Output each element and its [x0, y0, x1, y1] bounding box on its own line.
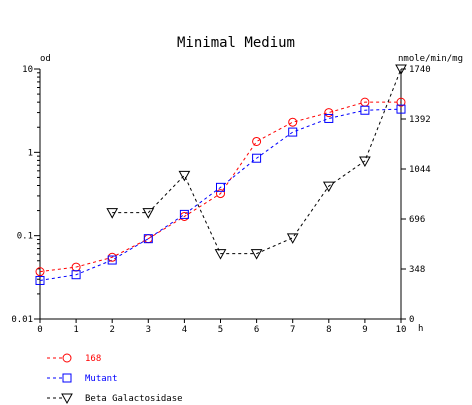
x-tick-label: 7	[290, 325, 295, 335]
y-left-tick-label: 10	[22, 65, 33, 75]
data-point-series-1	[324, 108, 334, 118]
data-point-series-2	[252, 153, 262, 163]
data-point-series-2	[324, 113, 334, 123]
data-point-series-2	[288, 127, 298, 137]
y-right-tick-label: 696	[409, 215, 425, 225]
data-point-series-3	[178, 170, 191, 182]
data-point-series-2	[179, 209, 189, 219]
series-line-2	[39, 108, 402, 281]
y-right-tick-label: 0	[409, 315, 414, 325]
x-tick-label: 5	[218, 325, 223, 335]
y-right-tick-label: 1044	[409, 165, 431, 175]
y-left-axis-label: od	[40, 54, 51, 64]
y-left-tick-label: 0.01	[11, 315, 33, 325]
x-tick-label: 10	[396, 325, 407, 335]
series-line-1	[39, 101, 401, 273]
x-tick-label: 8	[326, 325, 331, 335]
x-tick-label: 4	[182, 325, 187, 335]
y-left-tick-label: 0.1	[17, 232, 33, 242]
x-tick-label: 6	[254, 325, 259, 335]
x-tick-label: 2	[109, 325, 114, 335]
data-point-series-3	[286, 233, 299, 244]
data-point-series-3	[142, 208, 155, 219]
data-point-series-2	[107, 255, 117, 265]
y-left-tick-label: 1	[28, 148, 33, 158]
data-point-series-1	[35, 267, 45, 277]
legend-label: Beta Galactosidase	[85, 394, 183, 404]
legend: 168 Mutant Beta Galactosidase	[47, 353, 183, 405]
x-tick-label: 0	[37, 325, 42, 335]
chart-title: Minimal Medium	[177, 35, 295, 51]
x-axis-label: h	[418, 324, 423, 334]
legend-marker	[62, 373, 72, 383]
x-tick-label: 9	[362, 325, 367, 335]
data-point-series-1	[216, 189, 225, 199]
data-point-series-1	[396, 97, 406, 107]
data-point-series-3	[359, 156, 371, 167]
x-tick-label: 1	[73, 325, 78, 335]
axis-ticks: 0 1 2 3 4 5 6 7 8 9 10 10 1 0.1 0.01 1740 1392 1044 696 348…	[11, 65, 430, 335]
data-point-series-3	[395, 64, 407, 76]
data-point-series-3	[106, 208, 119, 219]
data-point-series-2	[216, 182, 225, 192]
data-point-series-3	[214, 249, 227, 260]
data-point-series-2	[143, 234, 153, 244]
y-right-tick-label: 348	[409, 265, 425, 275]
data-point-series-2	[396, 104, 406, 114]
data-point-series-3	[322, 181, 335, 193]
data-point-series-1	[252, 136, 262, 146]
legend-marker	[61, 393, 73, 405]
series-lines	[39, 68, 402, 281]
data-point-series-3	[250, 249, 263, 260]
x-tick-label: 3	[146, 325, 151, 335]
y-right-axis-label: nmole/min/mg	[398, 54, 463, 64]
series-line-3	[112, 68, 402, 255]
data-point-series-2	[360, 105, 370, 115]
data-point-series-1	[288, 117, 298, 127]
legend-label: Mutant	[85, 374, 118, 384]
data-point-series-2	[71, 270, 81, 280]
y-right-tick-label: 1392	[409, 115, 431, 125]
series-markers	[35, 64, 407, 285]
data-point-series-2	[35, 275, 45, 285]
legend-label: 168	[85, 354, 101, 364]
y-right-tick-label: 1740	[409, 65, 431, 75]
legend-marker	[62, 353, 72, 363]
